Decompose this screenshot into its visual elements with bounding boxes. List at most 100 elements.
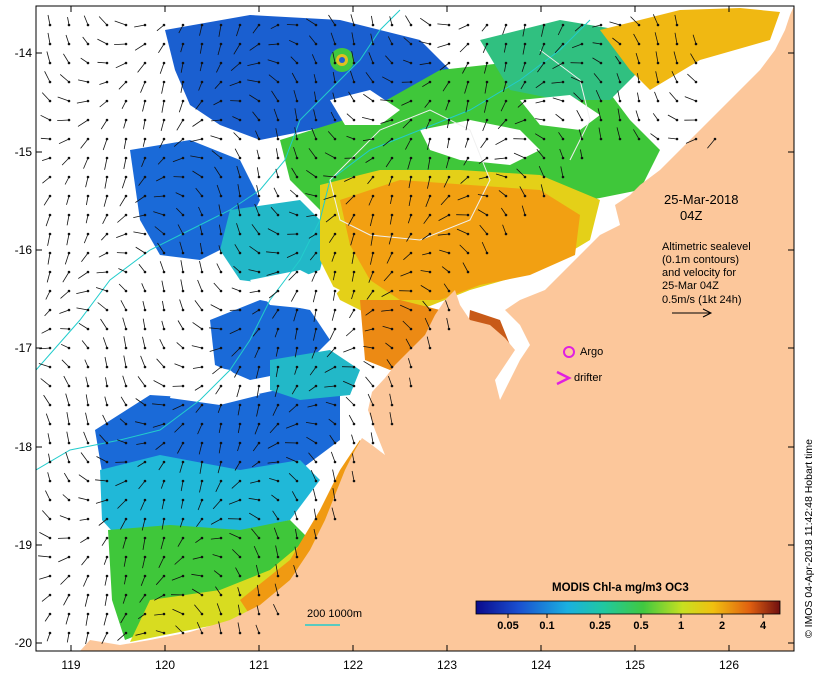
velocity-arrow — [310, 469, 317, 482]
velocity-arrow — [152, 403, 165, 406]
velocity-arrow-base — [599, 137, 603, 141]
velocity-arrow — [559, 148, 564, 159]
velocity-arrow — [104, 396, 108, 406]
velocity-arrow — [41, 92, 51, 102]
velocity-arrow-base — [67, 270, 71, 274]
velocity-arrow — [650, 133, 659, 140]
velocity-arrow-base — [48, 536, 52, 540]
velocity-arrow — [328, 233, 336, 243]
velocity-arrow-base — [162, 422, 166, 426]
velocity-arrow-base — [409, 61, 413, 65]
velocity-arrow — [80, 138, 89, 149]
velocity-arrow — [445, 100, 450, 111]
velocity-arrow — [157, 157, 165, 165]
velocity-arrow — [312, 488, 317, 501]
velocity-arrow-base — [219, 631, 223, 635]
velocity-arrow-base — [409, 194, 413, 198]
velocity-arrow-base — [200, 536, 204, 540]
velocity-arrow-base — [48, 384, 52, 388]
velocity-arrow — [306, 436, 317, 444]
velocity-arrow — [199, 260, 203, 273]
velocity-arrow — [172, 608, 184, 615]
velocity-arrow — [555, 113, 564, 121]
velocity-arrow-base — [257, 213, 261, 217]
velocity-arrow — [498, 190, 507, 197]
colorbar — [475, 600, 781, 615]
velocity-arrow-base — [656, 80, 660, 84]
velocity-arrow — [617, 108, 621, 121]
velocity-arrow-base — [48, 118, 52, 122]
velocity-arrow — [294, 366, 298, 375]
velocity-arrow — [136, 442, 146, 445]
velocity-arrow-base — [447, 118, 451, 122]
velocity-arrow-base — [124, 612, 128, 616]
velocity-arrow-base — [143, 194, 147, 198]
velocity-arrow — [76, 100, 89, 104]
velocity-arrow-base — [86, 384, 90, 388]
contour-200m — [36, 9, 401, 371]
velocity-arrow — [685, 138, 697, 144]
velocity-arrow-base — [352, 213, 356, 217]
velocity-arrow-base — [181, 631, 185, 635]
sealevel-line-3: and velocity for — [662, 267, 736, 279]
velocity-arrow — [288, 404, 298, 413]
velocity-arrow-base — [238, 365, 242, 369]
velocity-arrow-base — [390, 194, 394, 198]
velocity-arrow — [385, 157, 393, 168]
velocity-arrow-base — [105, 289, 109, 293]
velocity-arrow-base — [86, 631, 90, 635]
velocity-arrow — [104, 176, 108, 189]
velocity-arrow — [707, 138, 716, 149]
velocity-arrow — [135, 195, 146, 203]
velocity-arrow — [256, 385, 260, 398]
velocity-arrow — [199, 24, 203, 36]
velocity-arrow-base — [162, 289, 166, 293]
velocity-arrow — [104, 594, 108, 606]
velocity-arrow-base — [409, 118, 413, 122]
velocity-arrow-base — [67, 213, 71, 217]
velocity-arrow-base — [86, 270, 90, 274]
velocity-arrow-base — [352, 308, 356, 312]
velocity-arrow-base — [67, 118, 71, 122]
velocity-arrow-base — [352, 441, 356, 445]
velocity-arrow — [97, 302, 108, 311]
velocity-arrow — [427, 157, 431, 170]
velocity-arrow — [122, 375, 127, 387]
velocity-arrow — [437, 233, 450, 236]
velocity-arrow-base — [428, 61, 432, 65]
velocity-arrow — [236, 24, 241, 37]
velocity-arrow — [290, 56, 298, 64]
velocity-arrow — [46, 632, 51, 642]
velocity-arrow-base — [200, 251, 204, 255]
velocity-arrow-base — [295, 536, 299, 540]
velocity-arrow-base — [485, 175, 489, 179]
velocity-arrow-base — [295, 270, 299, 274]
velocity-arrow-base — [390, 23, 394, 27]
velocity-arrow-base — [257, 175, 261, 179]
velocity-arrow-base — [466, 118, 470, 122]
velocity-arrow — [138, 480, 146, 490]
velocity-arrow-base — [238, 137, 242, 141]
velocity-arrow — [420, 270, 431, 273]
velocity-arrow-base — [162, 232, 166, 236]
velocity-arrow-base — [656, 118, 660, 122]
velocity-arrow-base — [485, 213, 489, 217]
velocity-arrow-base — [276, 175, 280, 179]
velocity-arrow-base — [504, 99, 508, 103]
velocity-arrow-base — [276, 61, 280, 65]
velocity-arrow-base — [561, 137, 565, 141]
velocity-arrow — [382, 76, 393, 83]
velocity-arrow-base — [485, 99, 489, 103]
velocity-arrow — [362, 117, 374, 121]
velocity-arrow-base — [162, 346, 166, 350]
velocity-arrow — [39, 347, 51, 350]
velocity-arrow-base — [314, 441, 318, 445]
velocity-arrow-base — [143, 498, 147, 502]
velocity-arrow-base — [694, 61, 698, 65]
velocity-arrow — [216, 263, 222, 273]
argo-marker-icon — [563, 346, 575, 358]
velocity-arrow-base — [675, 99, 679, 103]
velocity-arrow-base — [599, 99, 603, 103]
velocity-arrow-base — [371, 80, 375, 84]
velocity-arrow — [369, 214, 374, 227]
